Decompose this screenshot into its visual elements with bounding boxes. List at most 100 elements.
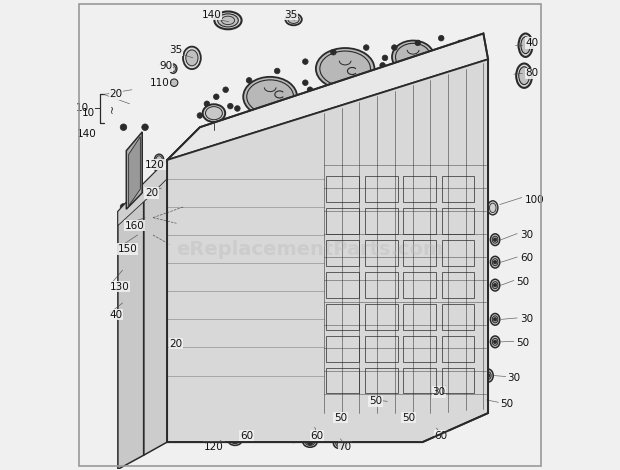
Ellipse shape (123, 287, 149, 319)
Ellipse shape (288, 16, 299, 24)
Circle shape (307, 87, 313, 93)
Circle shape (204, 101, 210, 107)
Text: 70: 70 (339, 442, 352, 452)
Ellipse shape (516, 63, 532, 88)
Circle shape (228, 103, 233, 109)
Circle shape (372, 430, 379, 436)
Ellipse shape (186, 50, 198, 66)
Circle shape (373, 72, 378, 78)
Circle shape (415, 40, 420, 46)
Ellipse shape (173, 335, 180, 341)
Circle shape (288, 407, 294, 414)
Circle shape (194, 349, 201, 355)
Circle shape (344, 431, 351, 437)
Circle shape (303, 118, 308, 123)
Ellipse shape (288, 433, 299, 440)
Ellipse shape (367, 427, 384, 439)
Ellipse shape (478, 396, 484, 404)
Circle shape (203, 293, 210, 299)
Circle shape (279, 118, 285, 123)
Circle shape (145, 214, 152, 221)
Ellipse shape (228, 435, 242, 446)
Polygon shape (128, 137, 140, 206)
Text: 20: 20 (110, 89, 123, 100)
Ellipse shape (490, 256, 500, 268)
Ellipse shape (396, 425, 412, 437)
Text: 40: 40 (526, 38, 539, 48)
Text: 110: 110 (150, 78, 169, 88)
Ellipse shape (154, 154, 164, 166)
Ellipse shape (248, 291, 278, 329)
Ellipse shape (285, 14, 302, 25)
Circle shape (185, 248, 192, 255)
Circle shape (178, 159, 184, 165)
Text: 60: 60 (311, 431, 324, 440)
Text: 40: 40 (110, 310, 123, 320)
Ellipse shape (492, 236, 498, 243)
Circle shape (120, 124, 126, 131)
Circle shape (494, 260, 497, 264)
Ellipse shape (339, 428, 356, 439)
Polygon shape (126, 132, 142, 209)
Text: 10: 10 (76, 103, 89, 113)
Ellipse shape (161, 185, 169, 191)
Circle shape (176, 363, 182, 369)
Ellipse shape (244, 432, 254, 439)
Ellipse shape (135, 230, 147, 240)
Circle shape (338, 441, 343, 446)
Circle shape (194, 194, 201, 201)
Circle shape (227, 368, 234, 374)
Text: 50: 50 (516, 277, 529, 287)
Circle shape (209, 387, 215, 392)
Text: 100: 100 (525, 195, 544, 205)
Text: 35: 35 (284, 10, 297, 20)
Polygon shape (118, 183, 144, 470)
Ellipse shape (487, 201, 498, 215)
Text: 120: 120 (204, 442, 224, 452)
Circle shape (373, 87, 378, 93)
Ellipse shape (476, 393, 486, 407)
Circle shape (457, 40, 463, 46)
Ellipse shape (213, 425, 229, 437)
Ellipse shape (311, 428, 328, 440)
Polygon shape (144, 160, 167, 455)
Ellipse shape (285, 431, 302, 442)
Circle shape (401, 428, 407, 434)
Text: ~: ~ (107, 104, 118, 113)
Ellipse shape (490, 313, 500, 325)
Circle shape (232, 438, 238, 443)
Ellipse shape (425, 423, 435, 431)
Text: 60: 60 (435, 431, 448, 440)
Circle shape (171, 166, 177, 172)
Ellipse shape (244, 287, 282, 333)
Circle shape (443, 56, 449, 62)
Ellipse shape (519, 67, 529, 85)
Circle shape (246, 78, 252, 83)
Ellipse shape (244, 348, 273, 384)
Text: 140: 140 (202, 10, 221, 20)
Circle shape (283, 419, 290, 426)
Ellipse shape (421, 421, 438, 433)
Circle shape (190, 375, 196, 381)
Circle shape (120, 204, 126, 210)
Circle shape (476, 47, 482, 53)
Ellipse shape (305, 439, 315, 446)
Circle shape (466, 46, 472, 51)
Ellipse shape (392, 40, 434, 73)
Circle shape (270, 125, 275, 130)
Ellipse shape (483, 369, 494, 382)
Circle shape (223, 386, 229, 393)
Circle shape (307, 406, 313, 413)
Circle shape (298, 423, 304, 430)
Circle shape (363, 45, 369, 50)
Circle shape (213, 358, 219, 365)
Circle shape (330, 49, 336, 55)
Text: 160: 160 (125, 220, 144, 231)
Ellipse shape (247, 352, 270, 381)
Ellipse shape (169, 64, 177, 73)
Circle shape (180, 218, 187, 224)
Ellipse shape (154, 166, 164, 172)
Text: 10: 10 (81, 108, 94, 118)
Ellipse shape (208, 159, 239, 185)
Text: 150: 150 (118, 244, 138, 254)
